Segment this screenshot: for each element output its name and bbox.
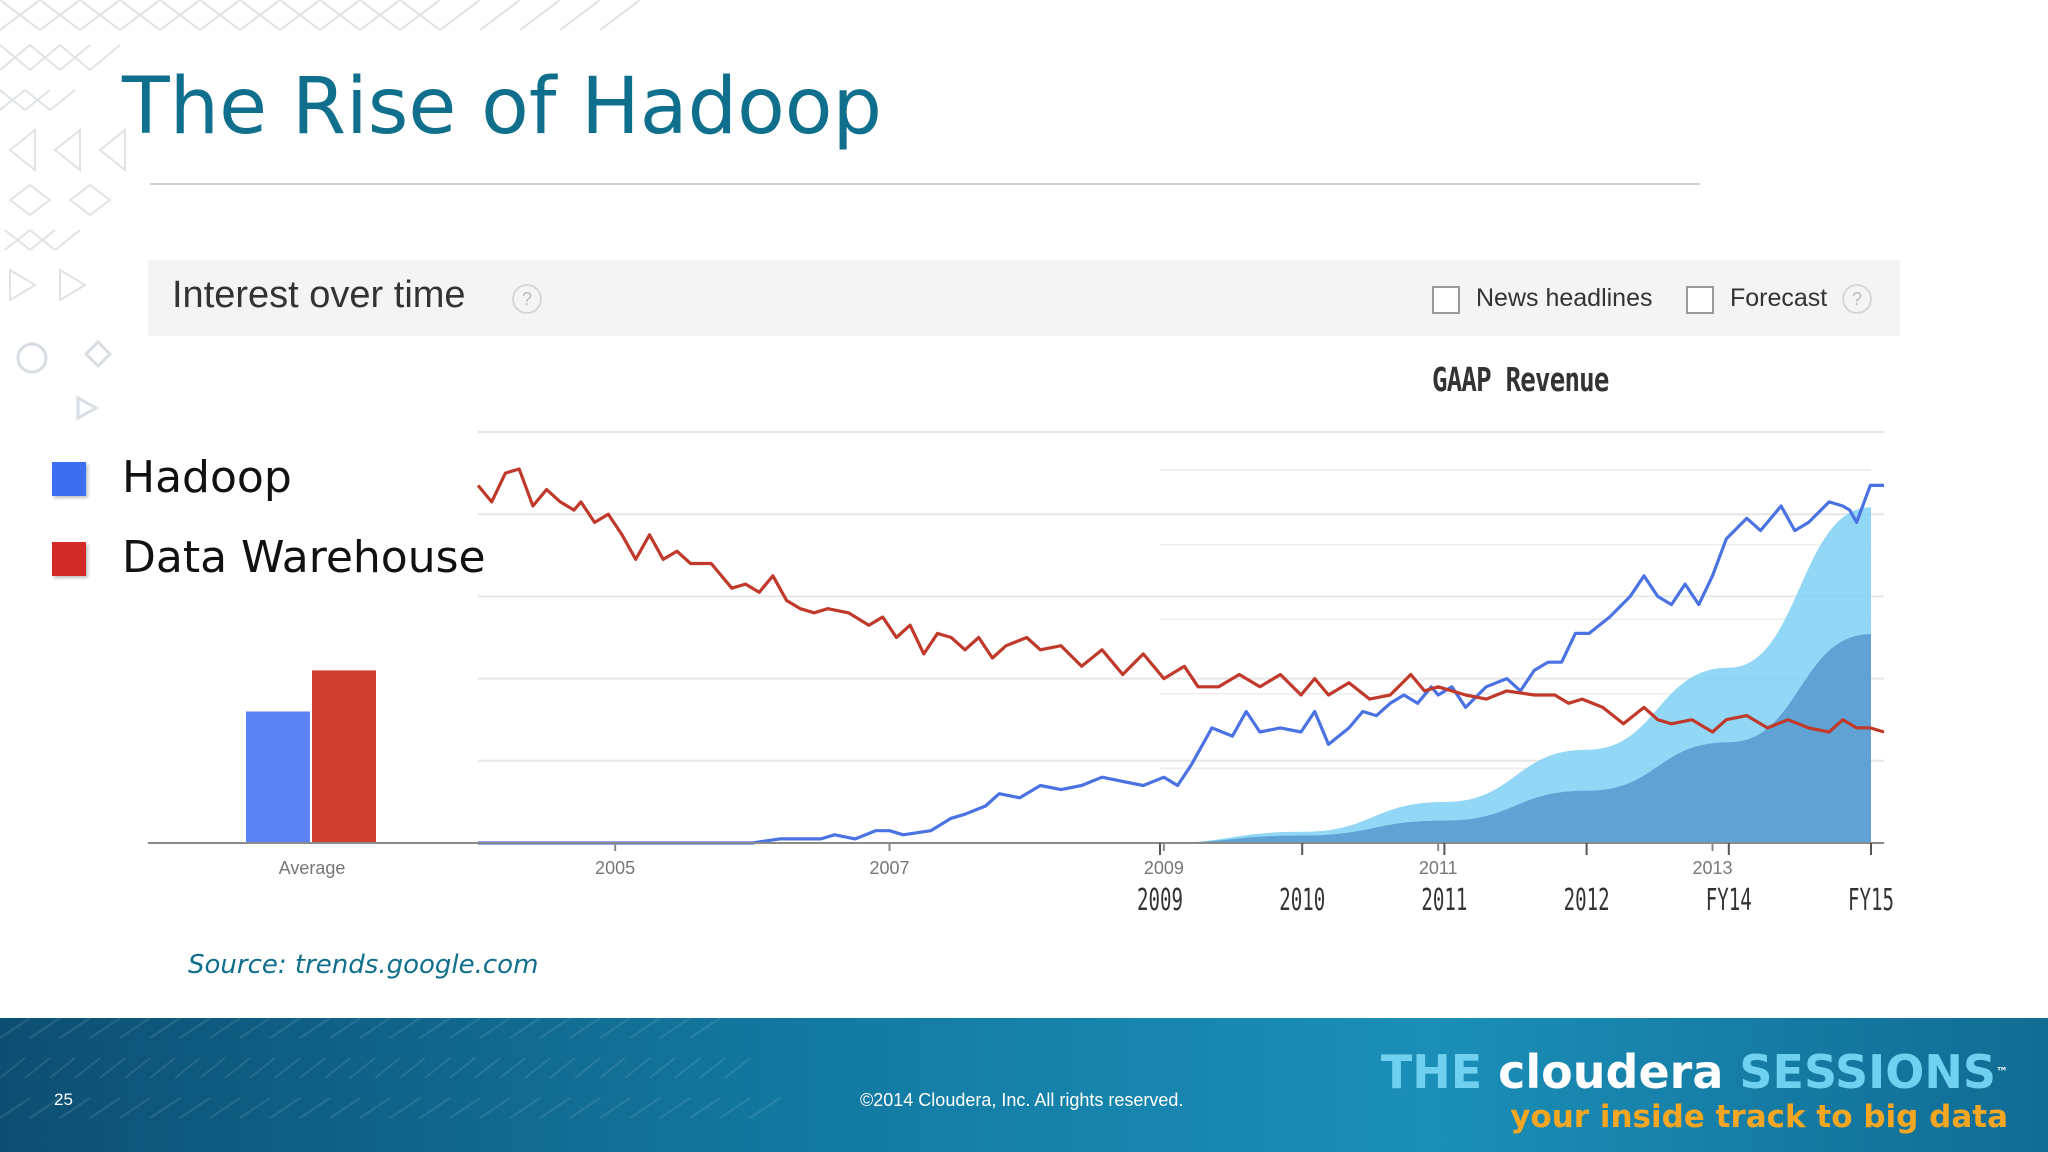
- cloudera-sessions-logo: THE cloudera SESSIONS™ your inside track…: [1381, 1046, 2008, 1136]
- copyright-text: ©2014 Cloudera, Inc. All rights reserved…: [860, 1090, 1184, 1110]
- news-headlines-label: News headlines: [1476, 284, 1653, 312]
- help-icon[interactable]: ?: [512, 284, 542, 314]
- x-tick-label: 2013: [1693, 858, 1733, 878]
- x-tick-label: 2005: [595, 858, 635, 878]
- forecast-help-icon[interactable]: ?: [1842, 284, 1872, 314]
- decorative-pattern: [0, 0, 641, 421]
- x-axis-layer: Average 2005 2007 2009 2011 2013 2009 2010 2011 2…: [148, 842, 1894, 918]
- title-divider: [150, 183, 1700, 185]
- trend-lines-layer: [476, 467, 1885, 845]
- revenue-category-label: 2012: [1564, 883, 1610, 918]
- line-hadoop: [478, 483, 1884, 845]
- revenue-area-layer: [1160, 507, 1871, 843]
- chart-header-bar: Interest over time ? News headlines Fore…: [148, 260, 1900, 336]
- brand-cloudera: cloudera: [1498, 1045, 1724, 1099]
- revenue-category-label: 2010: [1279, 883, 1325, 918]
- average-bar-data-warehouse: [312, 670, 376, 843]
- average-bar-hadoop: [246, 711, 310, 843]
- chart-header-title: Interest over time: [172, 274, 466, 316]
- page-title: The Rise of Hadoop: [122, 62, 883, 152]
- legend-swatch-data-warehouse: [52, 542, 86, 576]
- brand-the: THE: [1380, 1045, 1483, 1099]
- revenue-category-label: 2009: [1137, 883, 1183, 918]
- average-bars-layer: [246, 670, 376, 843]
- interest-chart: Average 2005 2007 2009 2011 2013 2009 2010 2011 2…: [148, 431, 1894, 918]
- footer-bar: 25 ©2014 Cloudera, Inc. All rights reser…: [0, 1018, 2048, 1152]
- revenue-category-label: FY14: [1706, 883, 1752, 918]
- gaap-revenue-title: GAAP Revenue: [1432, 360, 1609, 399]
- x-tick-label: 2011: [1419, 858, 1458, 878]
- page-number: 25: [54, 1090, 73, 1109]
- x-tick-label: 2009: [1144, 858, 1184, 878]
- brand-sessions: SESSIONS: [1739, 1045, 1996, 1099]
- line-data-warehouse: [476, 467, 1885, 734]
- forecast-label: Forecast: [1730, 284, 1828, 312]
- x-tick-label: 2007: [869, 858, 909, 878]
- source-citation: Source: trends.google.com: [188, 950, 539, 980]
- news-headlines-checkbox[interactable]: [1432, 286, 1460, 314]
- average-label: Average: [279, 858, 346, 878]
- brand-wordmark: THE cloudera SESSIONS™: [1381, 1046, 2008, 1098]
- brand-tagline: your inside track to big data: [1510, 1099, 2008, 1135]
- legend-label-data-warehouse: Data Warehouse: [122, 532, 486, 583]
- legend-label-hadoop: Hadoop: [122, 452, 292, 503]
- revenue-category-label: 2011: [1421, 883, 1467, 918]
- brand-trademark: ™: [1996, 1065, 2008, 1079]
- revenue-area-dark: [1160, 634, 1871, 843]
- legend-swatch-hadoop: [52, 462, 86, 496]
- revenue-category-label: FY15: [1848, 883, 1894, 918]
- forecast-checkbox[interactable]: [1686, 286, 1714, 314]
- footer-pattern: [0, 1018, 781, 1119]
